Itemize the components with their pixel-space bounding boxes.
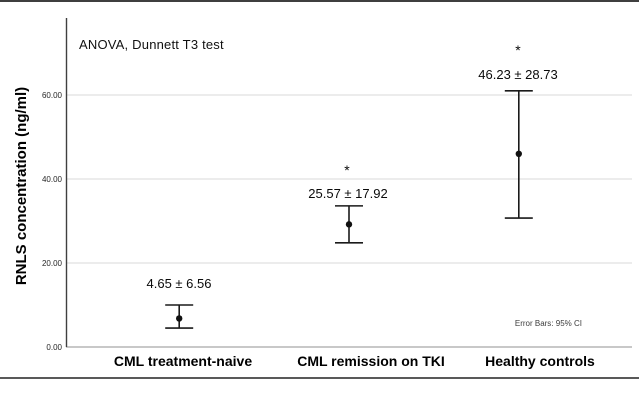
mean-marker (345, 221, 353, 228)
bottom-rule (0, 377, 639, 379)
significance-asterisk-healthy-controls: * (515, 42, 521, 58)
data-label-healthy-controls: 46.23 ± 28.73 (478, 67, 558, 82)
mean-marker (176, 315, 183, 322)
x-category-label-treatment-naive: CML treatment-naive (113, 353, 253, 369)
annotation-anova: ANOVA, Dunnett T3 test (79, 37, 224, 52)
error-bars-note: Error Bars: 95% CI (514, 319, 582, 328)
y-tick-label-40: 40.00 (41, 175, 62, 184)
x-category-label-healthy-controls: Healthy controls (485, 353, 595, 369)
y-tick-label-0: 0.00 (46, 343, 62, 352)
data-label-remission-tki: 25.57 ± 17.92 (308, 186, 388, 201)
x-category-label-remission-tki: CML remission on TKI (297, 353, 445, 369)
significance-asterisk-remission-tki: * (344, 162, 350, 178)
top-rule (0, 0, 639, 2)
y-tick-label-60: 60.00 (41, 91, 62, 100)
mean-marker (515, 150, 522, 157)
y-tick-label-20: 20.00 (41, 259, 62, 268)
data-label-treatment-naive: 4.65 ± 6.56 (146, 276, 212, 291)
